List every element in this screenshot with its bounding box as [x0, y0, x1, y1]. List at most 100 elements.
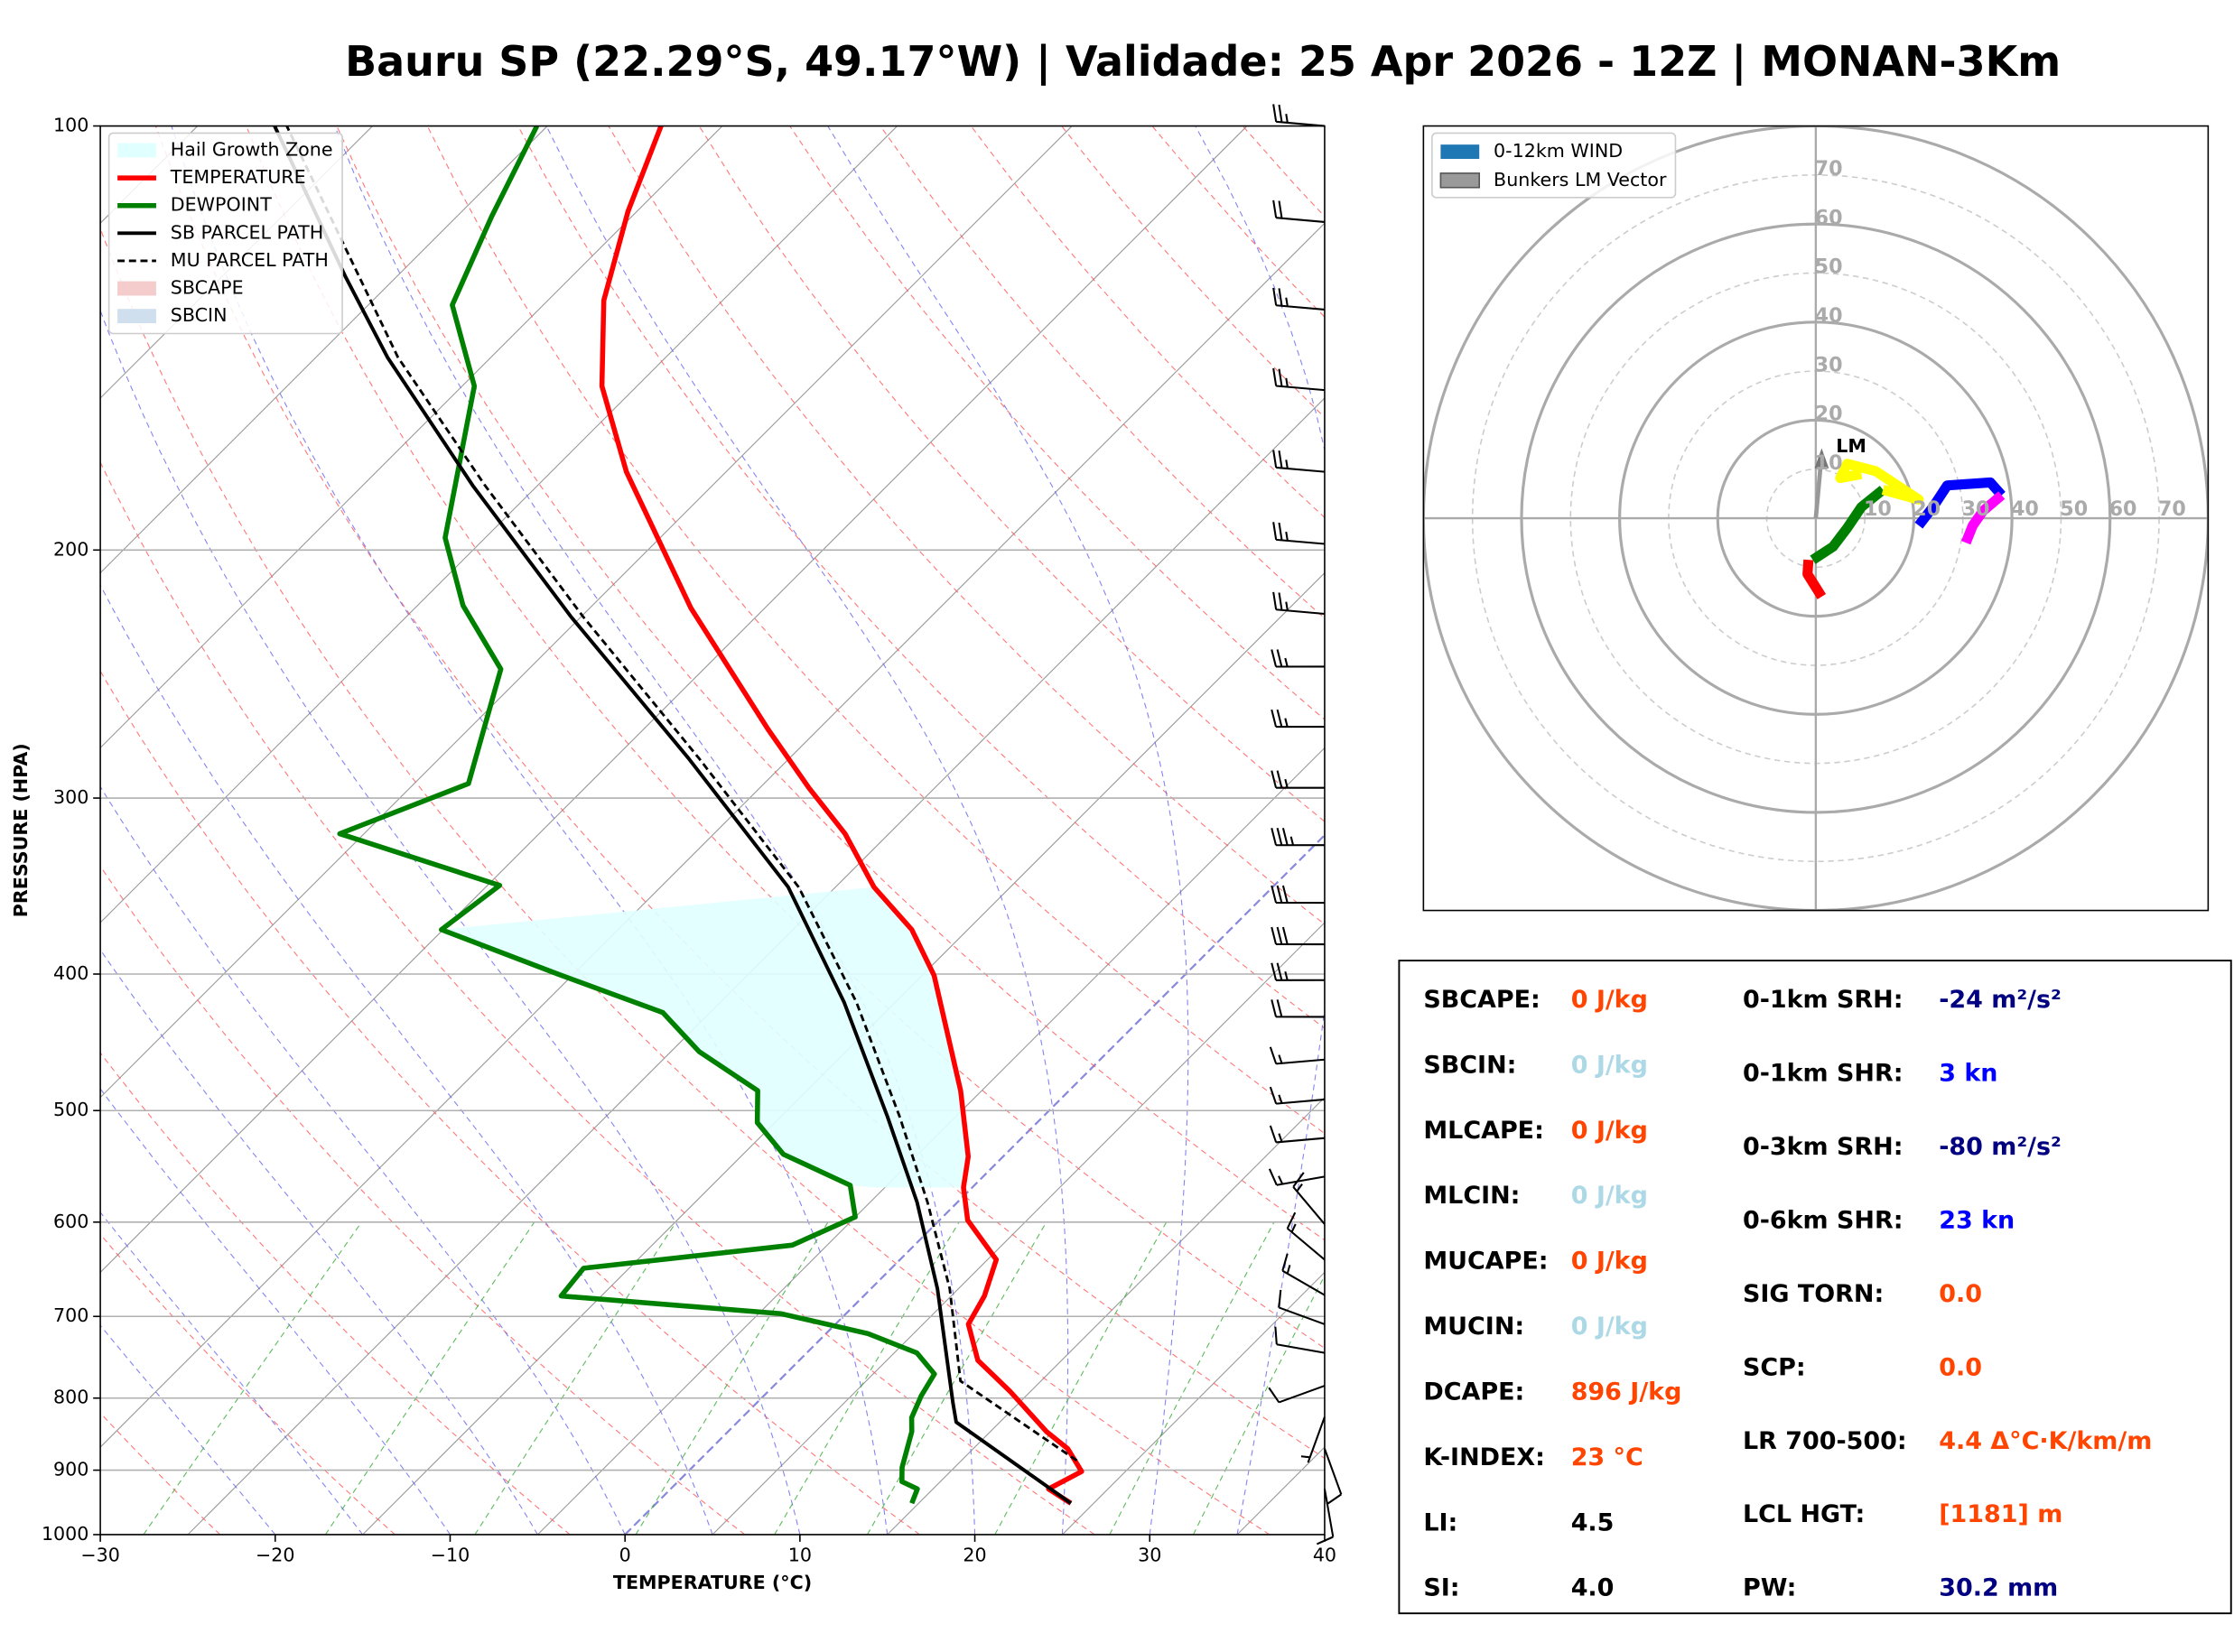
legend-label: SBCIN [171, 304, 228, 326]
hodograph-plot [1423, 125, 2209, 911]
index-label: LCL HGT: [1743, 1500, 1865, 1528]
wind-barb [1292, 1172, 1326, 1225]
wind-barb [1268, 1385, 1326, 1404]
moist-adiabat [100, 785, 626, 1535]
y-tick-label: 500 [53, 1099, 88, 1120]
ring-label: 10 [1815, 451, 1843, 475]
index-label: LR 700-500: [1743, 1427, 1907, 1455]
wind-barb [1272, 287, 1326, 311]
wind-barb [1271, 770, 1325, 789]
index-value: 4.5 [1571, 1508, 1615, 1536]
ring-label: 60 [2109, 497, 2137, 521]
index-label: LI: [1423, 1508, 1457, 1536]
x-axis-label: TEMPERATURE (°C) [613, 1572, 812, 1593]
index-label: DCAPE: [1423, 1378, 1524, 1406]
moist-adiabat [100, 949, 538, 1535]
y-tick-label: 100 [53, 115, 88, 136]
mixing-ratio-line [143, 1221, 362, 1535]
x-tick-label: 20 [963, 1545, 986, 1566]
dry-adiabat [698, 125, 1325, 822]
index-label: MLCIN: [1423, 1182, 1520, 1210]
axes-frame [99, 125, 1326, 1536]
index-value: 0 J/kg [1571, 1182, 1648, 1210]
profile-line [273, 125, 1073, 1505]
wind-barb [1271, 709, 1325, 729]
wind-barb [1269, 1086, 1326, 1105]
profile-line [337, 125, 937, 1505]
ring-label: 40 [1815, 304, 1843, 328]
legend-label: SB PARCEL PATH [171, 221, 323, 243]
isotherm [1062, 1271, 1325, 1535]
index-label: SI: [1423, 1574, 1459, 1602]
dry-adiabat [517, 125, 1325, 1029]
legend-label: Hail Growth Zone [171, 139, 333, 161]
wind-barb [1272, 104, 1326, 127]
index-value: 0 J/kg [1571, 986, 1648, 1014]
index-label: K-INDEX: [1423, 1443, 1545, 1471]
y-tick-label: 900 [53, 1459, 88, 1480]
legend-label: SBCAPE [171, 277, 244, 299]
dry-adiabat [154, 125, 1325, 1459]
ring-label: 50 [1815, 255, 1843, 279]
index-value: 4.4 Δ°C·K/km/m [1939, 1427, 2152, 1455]
hodograph-segment [1810, 486, 1886, 564]
dry-adiabat [789, 125, 1325, 720]
hodograph-segment [1914, 477, 2006, 529]
x-tick-label: 0 [619, 1545, 631, 1566]
wind-barb [1269, 1046, 1326, 1065]
wind-barb [1316, 1489, 1335, 1545]
y-tick-label: 800 [53, 1387, 88, 1408]
wind-barb [1271, 827, 1325, 847]
index-value: 0 J/kg [1571, 1117, 1648, 1145]
index-label: SCP: [1743, 1353, 1806, 1381]
index-label: 0-6km SHR: [1743, 1206, 1903, 1234]
dry-adiabat [426, 125, 1325, 1135]
x-tick-label: 10 [788, 1545, 812, 1566]
index-value: 23 kn [1939, 1206, 2015, 1234]
y-tick-label: 200 [53, 538, 88, 560]
moist-adiabat [100, 1088, 451, 1535]
legend-label: DEWPOINT [171, 194, 272, 216]
skewt-plot [100, 125, 1325, 1535]
wind-barb [1271, 649, 1325, 668]
wind-barb [1272, 522, 1326, 545]
dry-adiabat [100, 1412, 221, 1535]
moist-adiabat [827, 125, 1189, 1535]
y-axis-label: PRESSURE (HPA) [10, 743, 32, 917]
y-tick-label: 400 [53, 962, 88, 984]
isotherm [100, 125, 548, 574]
dry-adiabat [336, 125, 1325, 1241]
moist-adiabat [1195, 125, 1325, 1535]
lm-label: LM [1836, 435, 1866, 457]
index-value: 3 kn [1939, 1059, 1997, 1087]
index-label: 0-1km SRH: [1743, 986, 1903, 1014]
wind-barb [1271, 926, 1325, 946]
wind-barb [1272, 200, 1326, 223]
dry-adiabat [100, 460, 1095, 1535]
legend-swatch [1439, 172, 1480, 189]
indices-panel: SBCAPE: 0 J/kg SBCIN: 0 J/kg MLCAPE: 0 J/kg ML… [1423, 986, 2152, 1602]
legend-label: Bunkers LM Vector [1494, 169, 1667, 190]
dry-adiabat [100, 1052, 571, 1535]
wind-barb [1272, 367, 1326, 392]
moist-adiabat [100, 309, 801, 1535]
hodograph-axes: 10 10 20 20 30 30 40 40 50 50 60 60 70 70 LM 0-12km WIN… [1422, 125, 2210, 912]
mixing-ratio-line [635, 1221, 829, 1535]
index-label: MLCAPE: [1423, 1117, 1544, 1145]
legend-label: MU PARCEL PATH [171, 249, 329, 271]
y-tick-label: 700 [53, 1304, 88, 1326]
ring-label: 20 [1815, 403, 1843, 426]
legend-swatch [117, 309, 156, 324]
moist-adiabat [545, 125, 1069, 1535]
index-value: 4.0 [1571, 1574, 1615, 1602]
legend-swatch [1440, 144, 1480, 160]
index-value: 0 J/kg [1571, 1313, 1648, 1341]
index-label: MUCAPE: [1423, 1248, 1548, 1276]
isotherm [887, 1096, 1325, 1535]
hodograph-segment [1835, 459, 1924, 505]
legend-swatch [117, 143, 156, 158]
legend: Hail Growth Zone TEMPERATURE DEWPOINT SB PA… [107, 132, 343, 335]
